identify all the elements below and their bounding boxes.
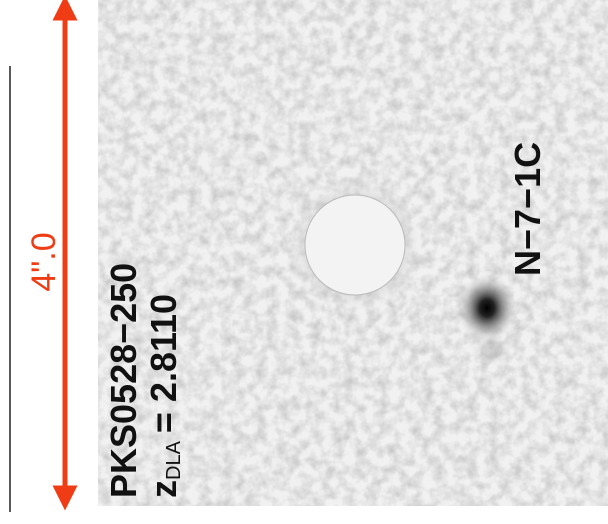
figure: 4".0 PKS0528−250 zDLA = 2.8110 N−7−1C bbox=[0, 0, 608, 524]
object-label: N−7−1C bbox=[507, 142, 548, 276]
page: 4".0 PKS0528−250 zDLA= 2.8110 N−7−1C (()… bbox=[0, 0, 608, 524]
redshift-symbol: z bbox=[143, 480, 184, 498]
scale-label: 4".0 bbox=[25, 232, 63, 291]
redshift-value: = 2.8110 bbox=[143, 294, 184, 433]
target-label: PKS0528−250 bbox=[103, 263, 144, 498]
redshift-subscript: DLA bbox=[163, 440, 185, 480]
